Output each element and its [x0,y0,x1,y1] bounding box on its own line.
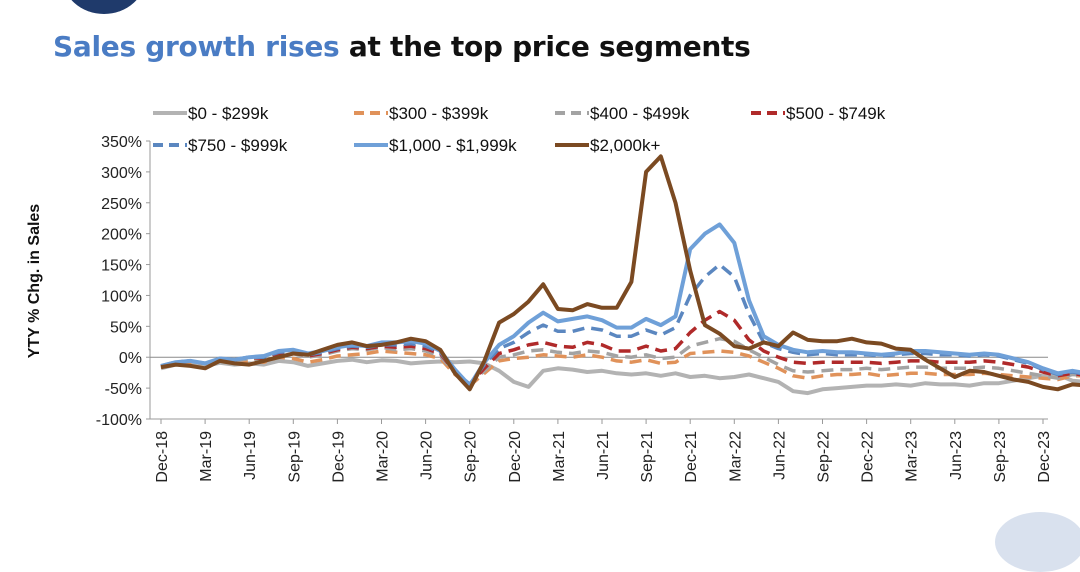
legend-item-1: $300 - $399k [354,104,489,123]
line-chart: -100% -50% 0% 50% 100% 150% 200% 250% 300% 350% De… [26,104,1080,483]
y-tick-label: 150% [101,258,142,275]
legend-item-3: $500 - $749k [751,104,886,123]
x-tick-label: Sep-22 [816,431,833,483]
chart-legend: $0 - $299k $300 - $399k $400 - $499k $500 -… [153,104,886,155]
series-line-1 [160,349,1080,388]
x-tick-label: Dec-18 [154,431,171,483]
x-tick-label: Jun-20 [419,431,436,480]
chart-axes: -100% -50% 0% 50% 100% 150% 200% 250% 300% 350% De… [96,134,1053,483]
y-tick-label: 0% [119,350,142,367]
x-tick-label: Dec-23 [1036,431,1053,483]
x-tick-label: Sep-21 [639,431,656,483]
legend-label: $750 - $999k [188,136,288,155]
series-line-4 [160,262,1080,387]
x-tick-label: Jun-19 [242,431,259,480]
legend-item-5: $1,000 - $1,999k [354,136,517,155]
legend-item-2: $400 - $499k [555,104,690,123]
legend-label: $400 - $499k [590,104,690,123]
x-tick-label: Dec-20 [507,431,524,483]
chart-series [160,154,1080,396]
legend-item-0: $0 - $299k [153,104,269,123]
y-tick-label: 200% [101,227,142,244]
y-tick-label: 300% [101,165,142,182]
x-tick-label: Mar-20 [375,431,392,482]
x-tick-label: Sep-19 [286,431,303,483]
x-tick-label: Mar-22 [727,431,744,482]
x-tick-label: Mar-19 [198,431,215,482]
x-tick-label: Jun-21 [595,431,612,480]
y-tick-label: -50% [105,381,142,398]
x-tick-label: Sep-23 [992,431,1009,483]
series-line-0 [160,357,1080,396]
legend-label: $500 - $749k [786,104,886,123]
legend-label: $300 - $399k [389,104,489,123]
legend-label: $2,000k+ [590,136,660,155]
y-tick-label: 100% [101,288,142,305]
legend-item-6: $2,000k+ [555,136,660,155]
legend-label: $0 - $299k [188,104,269,123]
x-tick-label: Dec-22 [860,431,877,483]
x-tick-label: Sep-20 [463,431,480,483]
x-tick-label: Dec-21 [683,431,700,483]
x-tick-label: Mar-21 [551,431,568,482]
y-tick-label: 50% [110,319,142,336]
y-tick-label: 250% [101,196,142,213]
x-tick-label: Jun-22 [771,431,788,480]
y-axis-label: YTY % Chg. in Sales [26,204,43,359]
title-highlight: Sales growth rises [53,30,340,63]
x-tick-label: Mar-23 [904,431,921,482]
legend-item-4: $750 - $999k [153,136,288,155]
legend-label: $1,000 - $1,999k [389,136,517,155]
series-line-6 [160,154,1080,392]
y-tick-label: -100% [96,412,142,429]
page-title: Sales growth rises at the top price segm… [53,30,751,63]
x-tick-label: Dec-19 [330,431,347,483]
title-rest: at the top price segments [339,30,751,63]
x-tick-label: Jun-23 [948,431,965,480]
y-tick-label: 350% [101,134,142,151]
